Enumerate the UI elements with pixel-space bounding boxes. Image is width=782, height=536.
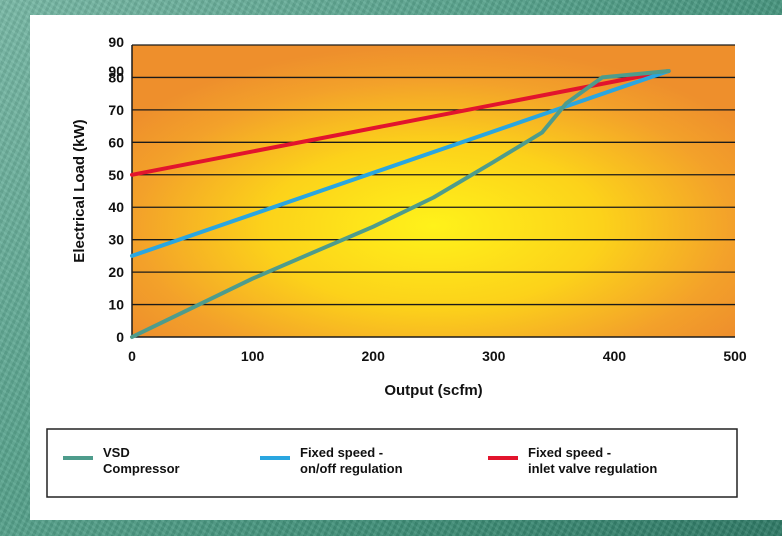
legend-box: [46, 428, 738, 498]
series-lines: [130, 69, 671, 339]
y-tick-label: 90: [108, 34, 124, 50]
y-tick-label: 90: [108, 63, 124, 79]
series-line: [130, 69, 671, 339]
y-tick-label: 40: [108, 199, 124, 215]
y-tick-label: 20: [108, 264, 124, 280]
legend-label-line: on/off regulation: [300, 461, 403, 476]
legend-label-line: Fixed speed -: [528, 445, 611, 460]
x-tick-label: 100: [241, 348, 265, 364]
x-tick-label: 500: [723, 348, 747, 364]
y-tick-label: 30: [108, 232, 124, 248]
x-tick-label: 200: [362, 348, 386, 364]
gridlines: [132, 44, 735, 306]
legend-label: Fixed speed -on/off regulation: [300, 445, 403, 476]
series-line: [130, 69, 671, 258]
axes: [131, 45, 735, 338]
x-tick-label: 400: [603, 348, 627, 364]
legend-label-line: Compressor: [103, 461, 180, 476]
series-line: [130, 69, 671, 177]
legend-label-line: inlet valve regulation: [528, 461, 657, 476]
legend-label: Fixed speed -inlet valve regulation: [528, 445, 657, 476]
y-tick-label: 10: [108, 297, 124, 313]
y-tick-label: 80: [108, 69, 124, 85]
y-axis-title: Electrical Load (kW): [71, 119, 88, 262]
y-tick-label: 0: [116, 329, 124, 345]
x-axis-title: Output (scfm): [384, 382, 482, 399]
y-tick-label: 70: [108, 102, 124, 118]
legend-label-line: Fixed speed -: [300, 445, 383, 460]
x-tick-label: 0: [128, 348, 136, 364]
x-tick-label: 300: [482, 348, 506, 364]
legend-label: VSD Compressor: [103, 445, 180, 476]
y-tick-label: 50: [108, 167, 124, 183]
y-tick-label: 60: [108, 134, 124, 150]
legend-label-line: VSD: [103, 445, 130, 460]
